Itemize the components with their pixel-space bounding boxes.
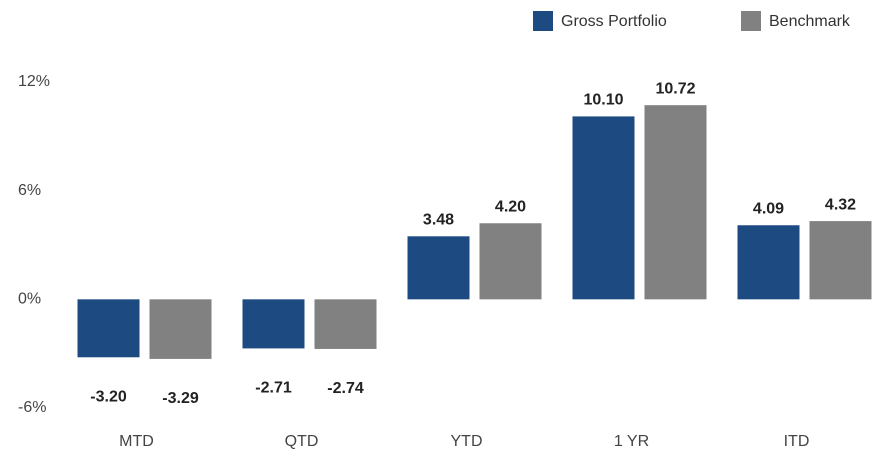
- value-label: 10.10: [583, 92, 623, 109]
- value-label: 3.48: [423, 212, 454, 229]
- value-label: 4.09: [753, 200, 784, 217]
- value-label: -3.20: [90, 389, 127, 406]
- value-label: 10.72: [655, 80, 695, 97]
- legend-swatch: [741, 11, 761, 31]
- legend-label: Gross Portfolio: [561, 13, 667, 30]
- bar: [242, 299, 305, 349]
- bar: [809, 221, 872, 300]
- bar: [407, 236, 470, 300]
- y-tick-label: 0%: [18, 291, 41, 308]
- x-tick-label: MTD: [119, 433, 154, 450]
- value-label: 4.20: [495, 198, 526, 215]
- bar: [314, 299, 377, 349]
- bar: [479, 223, 542, 300]
- bar: [737, 225, 800, 300]
- x-tick-label: ITD: [784, 433, 810, 450]
- value-label: -2.71: [255, 380, 292, 397]
- value-label: 4.32: [825, 196, 856, 213]
- x-tick-label: 1 YR: [614, 433, 649, 450]
- value-label: -3.29: [162, 390, 199, 407]
- y-tick-label: 12%: [18, 73, 50, 90]
- legend-swatch: [533, 11, 553, 31]
- x-tick-label: QTD: [285, 433, 319, 450]
- bar: [149, 299, 212, 359]
- bar: [77, 299, 140, 358]
- bar: [572, 116, 635, 300]
- y-tick-label: -6%: [18, 399, 46, 416]
- y-tick-label: 6%: [18, 182, 41, 199]
- value-label: -2.74: [327, 380, 364, 397]
- legend-label: Benchmark: [769, 13, 851, 30]
- x-tick-label: YTD: [451, 433, 483, 450]
- bar: [644, 105, 707, 300]
